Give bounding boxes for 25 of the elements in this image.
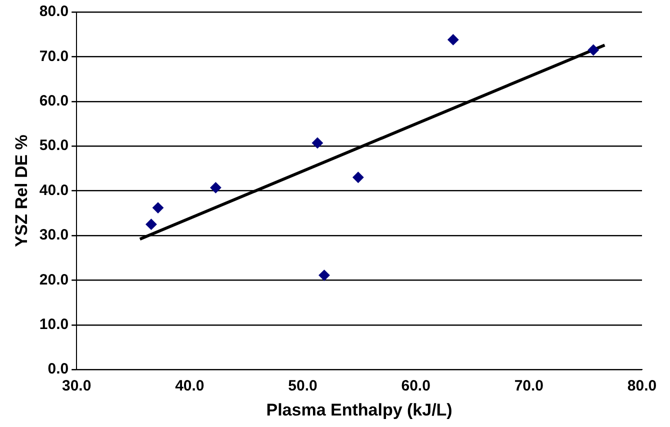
- x-tick-label: 40.0: [175, 378, 204, 395]
- x-tick-label: 60.0: [401, 378, 430, 395]
- y-tick-label: 80.0: [39, 3, 69, 20]
- y-tick-label: 0.0: [48, 360, 69, 378]
- point: [352, 172, 364, 183]
- y-axis-title: YSZ Rel DE %: [12, 134, 31, 248]
- x-tick-label: 70.0: [514, 378, 544, 395]
- y-tick-label: 20.0: [39, 271, 69, 288]
- y-tick-label: 50.0: [39, 137, 69, 154]
- y-tick-label: 10.0: [39, 316, 69, 334]
- point: [210, 182, 222, 194]
- point: [448, 34, 459, 46]
- point: [318, 270, 330, 281]
- y-tick-label: 40.0: [39, 182, 69, 199]
- x-tick-label: 50.0: [288, 378, 318, 395]
- x-tick-label: 80.0: [627, 378, 657, 395]
- y-tick-label: 30.0: [39, 226, 69, 244]
- point: [146, 218, 157, 230]
- x-axis-title: Plasma Enthalpy (kJ/L): [266, 400, 452, 420]
- x-tick-label: 30.0: [62, 378, 92, 395]
- y-tick-label: 70.0: [39, 48, 69, 65]
- point: [588, 44, 599, 56]
- point: [152, 202, 164, 214]
- point: [312, 137, 323, 148]
- y-tick-label: 60.0: [39, 92, 69, 110]
